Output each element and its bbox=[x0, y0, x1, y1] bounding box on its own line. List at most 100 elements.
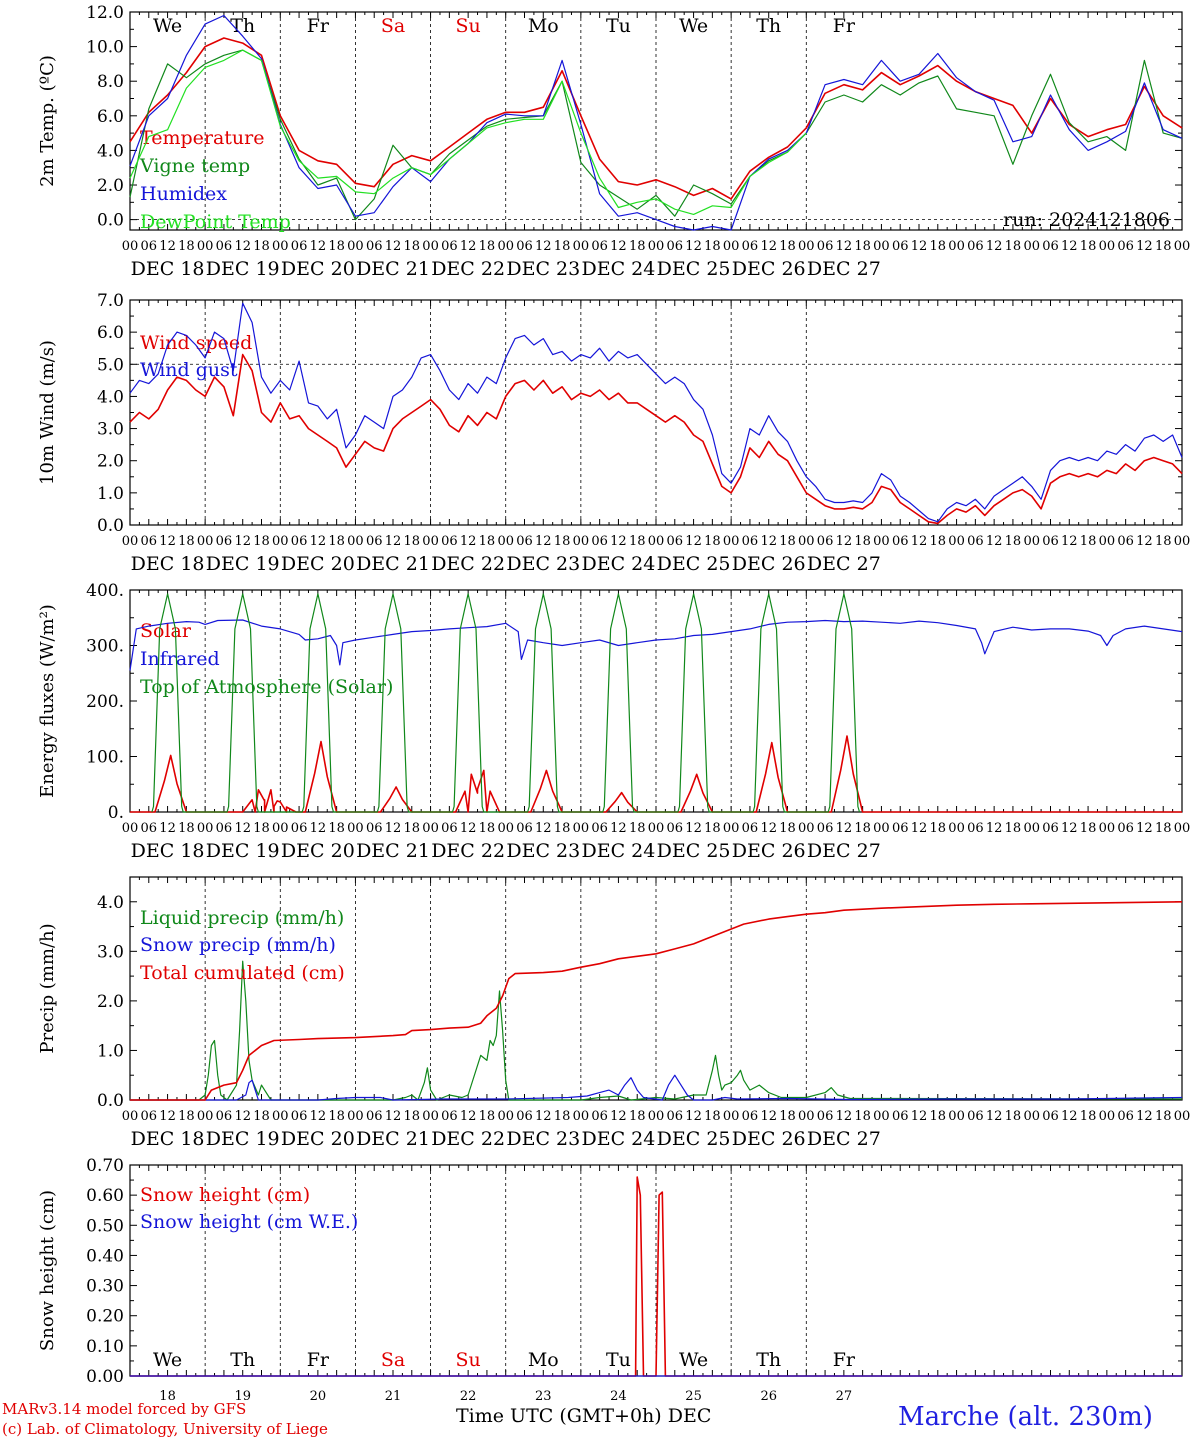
y-axis-label: 10m Wind (m/s) bbox=[37, 340, 58, 485]
hour-label: 00 bbox=[798, 534, 815, 549]
hour-label: 12 bbox=[1061, 1109, 1078, 1124]
hour-label: 12 bbox=[610, 821, 627, 836]
date-label: DEC 26 bbox=[732, 1128, 806, 1150]
hour-label: 06 bbox=[817, 1109, 834, 1124]
hour-label: 12 bbox=[836, 239, 853, 254]
weekday-label: We bbox=[679, 15, 708, 37]
hour-label: 00 bbox=[798, 821, 815, 836]
hour-label: 00 bbox=[347, 821, 364, 836]
day-number-label: 22 bbox=[460, 1389, 477, 1404]
date-label: DEC 19 bbox=[206, 1128, 280, 1150]
y-tick-label: 4.0 bbox=[97, 893, 124, 913]
hour-label: 00 bbox=[272, 1109, 289, 1124]
hour-label: 00 bbox=[573, 1109, 590, 1124]
hour-label: 00 bbox=[723, 534, 740, 549]
hour-label: 00 bbox=[422, 1109, 439, 1124]
day-number-label: 25 bbox=[685, 1389, 702, 1404]
hour-label: 00 bbox=[122, 1109, 139, 1124]
hour-label: 00 bbox=[272, 821, 289, 836]
day-number-label: 19 bbox=[234, 1389, 251, 1404]
hour-label: 12 bbox=[760, 821, 777, 836]
y-tick-label: 2.0 bbox=[97, 176, 124, 196]
date-label: DEC 19 bbox=[206, 840, 280, 862]
hour-label: 00 bbox=[422, 239, 439, 254]
hour-label: 18 bbox=[1005, 239, 1022, 254]
hour-label: 06 bbox=[967, 1109, 984, 1124]
hour-label: 18 bbox=[629, 821, 646, 836]
y-tick-label: 100. bbox=[86, 748, 124, 768]
hour-label: 06 bbox=[667, 239, 684, 254]
hour-label: 06 bbox=[817, 239, 834, 254]
weekday-label: Th bbox=[756, 1349, 781, 1371]
date-label: DEC 25 bbox=[657, 840, 731, 862]
hour-label: 12 bbox=[535, 239, 552, 254]
station-label: Marche (alt. 230m) bbox=[898, 1402, 1153, 1432]
hour-label: 18 bbox=[479, 1109, 496, 1124]
y-tick-label: 200. bbox=[86, 692, 124, 712]
hour-label: 18 bbox=[1080, 821, 1097, 836]
hour-label: 18 bbox=[554, 1109, 571, 1124]
hour-label: 12 bbox=[911, 1109, 928, 1124]
hour-label: 06 bbox=[141, 239, 158, 254]
hour-label: 06 bbox=[441, 239, 458, 254]
hour-label: 18 bbox=[178, 1109, 195, 1124]
date-label: DEC 26 bbox=[732, 553, 806, 575]
hour-label: 00 bbox=[347, 1109, 364, 1124]
hour-label: 18 bbox=[404, 239, 421, 254]
hour-label: 18 bbox=[1155, 239, 1172, 254]
date-label: DEC 25 bbox=[657, 553, 731, 575]
series-line-snow-precip-mm-h- bbox=[130, 1074, 1183, 1101]
series-line-wind-gust bbox=[129, 302, 1183, 523]
hour-label: 00 bbox=[1023, 1109, 1040, 1124]
date-label: DEC 27 bbox=[807, 258, 881, 280]
hour-label: 06 bbox=[1042, 821, 1059, 836]
hour-label: 06 bbox=[141, 821, 158, 836]
series-line-vigne-temp bbox=[129, 49, 1183, 221]
hour-label: 12 bbox=[385, 239, 402, 254]
y-tick-label: 1.0 bbox=[97, 1041, 124, 1061]
hour-label: 12 bbox=[385, 821, 402, 836]
date-label: DEC 23 bbox=[506, 840, 580, 862]
hour-label: 00 bbox=[497, 239, 514, 254]
hour-label: 18 bbox=[779, 1109, 796, 1124]
y-axis-label: 2m Temp. (ºC) bbox=[37, 55, 58, 187]
hour-label: 18 bbox=[253, 239, 270, 254]
weekday-label: We bbox=[679, 1349, 708, 1371]
hour-label: 18 bbox=[554, 534, 571, 549]
date-label: DEC 24 bbox=[581, 840, 655, 862]
hour-label: 12 bbox=[1136, 534, 1153, 549]
hour-label: 12 bbox=[760, 1109, 777, 1124]
series-line-liquid-precip-mm-h- bbox=[130, 960, 1183, 1101]
hour-label: 00 bbox=[497, 534, 514, 549]
hour-label: 06 bbox=[516, 534, 533, 549]
day-number-label: 26 bbox=[760, 1389, 777, 1404]
hour-label: 18 bbox=[554, 239, 571, 254]
hour-label: 18 bbox=[629, 1109, 646, 1124]
date-label: DEC 21 bbox=[356, 1128, 430, 1150]
hour-label: 06 bbox=[291, 534, 308, 549]
hour-label: 00 bbox=[347, 534, 364, 549]
hour-label: 18 bbox=[328, 1109, 345, 1124]
y-tick-label: 0.00 bbox=[86, 1367, 124, 1387]
weekday-label: Fr bbox=[307, 15, 330, 37]
hour-label: 06 bbox=[967, 821, 984, 836]
series-line-snow-height-cm- bbox=[130, 1176, 1182, 1377]
y-axis-label: Snow height (cm) bbox=[37, 1190, 58, 1351]
hour-label: 06 bbox=[742, 534, 759, 549]
hour-label: 12 bbox=[460, 821, 477, 836]
hour-label: 00 bbox=[122, 239, 139, 254]
hour-label: 06 bbox=[216, 239, 233, 254]
series-line-wind-speed bbox=[129, 353, 1183, 525]
hour-label: 18 bbox=[178, 821, 195, 836]
hour-label: 12 bbox=[911, 534, 928, 549]
hour-label: 18 bbox=[930, 1109, 947, 1124]
hour-label: 12 bbox=[685, 1109, 702, 1124]
hour-label: 12 bbox=[1061, 821, 1078, 836]
date-label: DEC 22 bbox=[431, 258, 505, 280]
hour-label: 00 bbox=[798, 1109, 815, 1124]
hour-label: 12 bbox=[760, 239, 777, 254]
date-label: DEC 18 bbox=[131, 1128, 205, 1150]
hour-label: 06 bbox=[742, 821, 759, 836]
